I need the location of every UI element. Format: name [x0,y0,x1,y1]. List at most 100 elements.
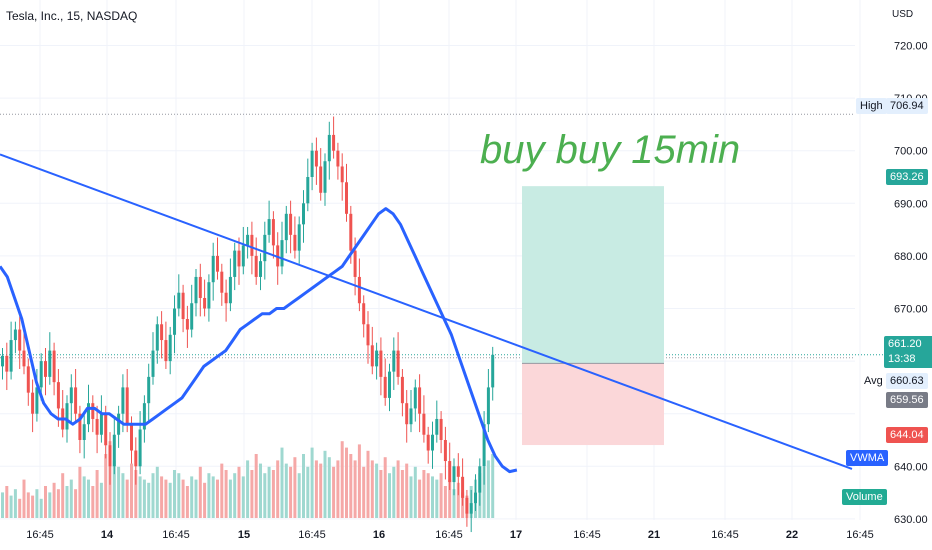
candle-body [91,403,95,419]
candle-body [491,354,495,388]
volume-bar [310,447,314,518]
candle-body [448,461,452,483]
candle-body [18,329,22,351]
candle-body [345,182,348,214]
volume-bar [26,492,30,518]
candle-body [181,292,185,320]
candle-body [168,334,172,362]
price-tick: 640.00 [894,461,928,473]
price-tick: 630.00 [894,514,928,526]
time-tick: 16:45 [711,529,739,541]
volume-bar [263,473,267,518]
volume-bar [327,457,331,518]
volume-bar [56,489,60,518]
candle-body [435,418,439,435]
volume-bar [413,466,417,518]
volume-bar [426,473,430,518]
candle-body [48,350,52,377]
candle-body [211,255,215,283]
volume-bar [259,463,262,518]
time-tick: 16:45 [846,529,874,541]
candle-body [134,450,138,467]
candle-body [233,250,237,277]
volume-bar [323,450,327,518]
price-tick: 670.00 [894,304,928,316]
bar-countdown: 13:38 [888,353,916,365]
candle-body [87,403,90,425]
candle-body [138,429,142,467]
stop-price-badge: 644.04 [886,427,928,443]
volume-bar [44,486,47,518]
candle-body [224,292,228,304]
candle-body [155,324,159,351]
candle-body [117,413,121,435]
last-price-badge: 661.20 13:38 [884,336,932,368]
high-label: High [856,98,887,114]
volume-bar [409,476,413,518]
target-price-badge: 693.26 [886,169,928,185]
candle-body [147,376,151,404]
candle-body [443,440,447,462]
price-tick: 690.00 [894,198,928,210]
volume-bar [357,444,361,518]
candle-body [314,150,318,167]
candle-body [203,297,207,309]
volume-bar [1,492,4,518]
candle-body [482,424,486,467]
candle-body [52,350,56,383]
candle-body [237,250,241,267]
volume-bar [125,479,129,518]
volume-bar [91,486,95,518]
volume-bar [302,454,305,518]
time-tick: 16:45 [573,529,601,541]
volume-bar [254,454,258,518]
candle-body [310,150,314,177]
time-tick: 14 [101,529,114,541]
annotation-text[interactable]: buy buy 15min [480,128,740,172]
volume-bar [112,460,116,518]
volume-bar [104,454,108,518]
price-tick: 680.00 [894,251,928,263]
volume-bar [431,476,434,518]
candle-body [375,350,379,367]
volume-bar [443,486,447,518]
time-axis: 16:45 14 16:45 15 16:45 16 16:45 17 16:45 21 16:45… [26,529,874,541]
volume-bar [289,466,293,518]
time-tick: 21 [648,529,660,541]
position-zones [522,186,664,446]
candle-body [469,503,473,514]
candle-body [267,219,271,235]
volume-bar [246,460,250,518]
volume-bar [452,489,456,518]
vwma-badge[interactable]: VWMA [846,450,889,466]
volume-bar [486,460,490,518]
volume-bar [95,470,99,518]
volume-bar [31,495,35,518]
candle-body [228,276,232,304]
candle-body [388,371,391,398]
volume-bar [138,476,142,518]
candle-body [332,134,336,151]
volume-bar [276,460,280,518]
candle-body [349,213,353,251]
volume-bar [314,460,318,518]
avg-value: 660.63 [886,373,928,389]
volume-bar [228,479,232,518]
volume-bar [164,479,168,518]
candle-body [216,255,219,272]
volume-bar [482,466,486,518]
volume-bar [422,470,426,518]
time-tick: 16:45 [435,529,463,541]
volume-bar [155,466,159,518]
candle-body [35,387,39,414]
candle-body [271,219,275,246]
volume-bar [52,482,56,518]
candle-body [65,403,69,430]
candle-body [69,387,73,404]
trendline [0,153,853,470]
symbol-title[interactable]: Tesla, Inc., 15, NASDAQ [6,9,138,23]
volume-bar [491,454,495,518]
volume-badge[interactable]: Volume [842,489,887,505]
